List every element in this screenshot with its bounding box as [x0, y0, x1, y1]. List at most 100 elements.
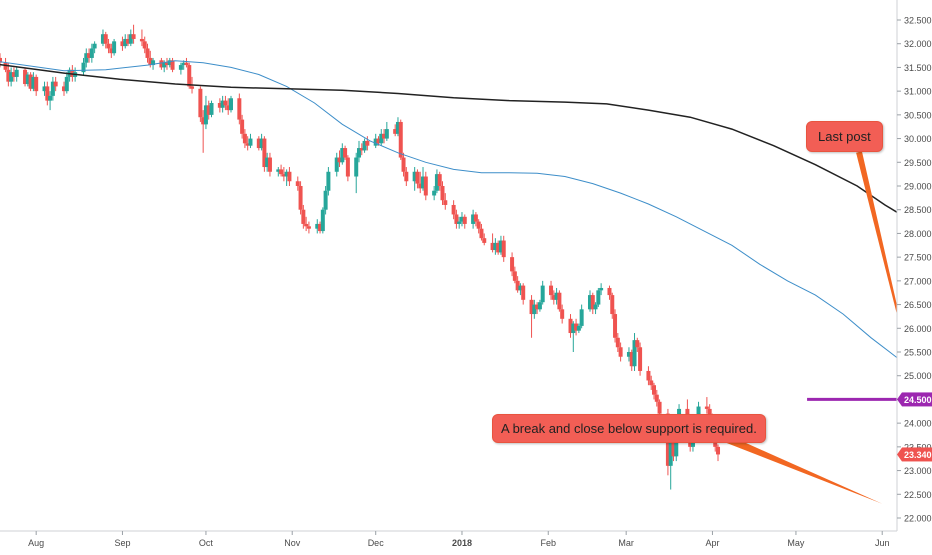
candle-body — [42, 86, 47, 92]
candle — [295, 176, 300, 191]
candle-body — [126, 38, 131, 44]
candle — [379, 129, 384, 146]
support-break-arrow — [723, 434, 883, 504]
candle — [50, 76, 55, 101]
candle-body — [262, 138, 267, 168]
candle — [64, 72, 69, 94]
candle-body — [654, 394, 659, 402]
candle-body — [284, 171, 289, 177]
candle-body — [11, 72, 16, 77]
candle-body — [568, 318, 573, 334]
candle — [587, 290, 592, 312]
candle — [170, 57, 175, 73]
candle — [262, 136, 267, 172]
y-tick-label: 27.500 — [904, 253, 932, 263]
y-tick-label: 28.500 — [904, 205, 932, 215]
y-tick-label: 30.500 — [904, 110, 932, 120]
candle-body — [587, 295, 592, 310]
candle — [301, 204, 306, 229]
y-tick-label: 32.500 — [904, 16, 932, 26]
price-tags: 24.500 23.340 — [897, 392, 932, 462]
x-tick-label: Jun — [875, 538, 890, 548]
candle-body — [646, 370, 651, 381]
candle — [373, 133, 378, 149]
candle — [142, 36, 147, 54]
candle-body — [81, 62, 86, 73]
candle-body — [457, 221, 462, 224]
y-tick-label: 32.000 — [904, 39, 932, 49]
candle — [610, 292, 615, 319]
candle-body — [632, 340, 637, 367]
candle — [164, 57, 169, 70]
candle-body — [532, 304, 537, 315]
candle-body — [184, 62, 189, 66]
candle — [457, 216, 462, 229]
candle — [42, 81, 47, 96]
candle — [654, 389, 659, 407]
candle-body — [404, 171, 409, 182]
price-tag-pointer — [897, 392, 902, 407]
candle-body — [382, 133, 387, 139]
candle-body — [9, 72, 14, 82]
candle — [496, 240, 501, 255]
candle-body — [6, 69, 11, 82]
candle-body — [223, 100, 228, 106]
candle — [23, 67, 28, 87]
candle — [629, 349, 634, 371]
candle-body — [373, 138, 378, 146]
candle-body — [304, 223, 309, 227]
candle — [334, 152, 339, 177]
y-tick-label: 31.500 — [904, 63, 932, 73]
candle-body — [557, 292, 562, 310]
candle-body — [415, 171, 420, 184]
candle — [159, 57, 164, 70]
candle-body — [279, 169, 284, 175]
candle-body — [167, 60, 172, 66]
candle-body — [418, 183, 423, 189]
candle — [31, 72, 36, 92]
candle-body — [148, 57, 153, 66]
candle-body — [423, 176, 428, 196]
candle — [568, 314, 573, 338]
candle — [615, 333, 620, 352]
candle — [178, 62, 183, 75]
candle — [432, 186, 437, 201]
candle — [6, 62, 11, 87]
candle — [437, 171, 442, 191]
candle-body — [242, 133, 247, 144]
candle — [404, 167, 409, 186]
candle-body — [334, 157, 339, 172]
candle-body — [23, 69, 28, 85]
candle-body — [0, 57, 2, 63]
candle-body — [596, 290, 601, 305]
candle — [532, 299, 537, 319]
candle — [128, 29, 133, 47]
candle — [354, 152, 359, 194]
candle-body — [629, 352, 634, 367]
x-tick-label: 2018 — [452, 538, 472, 548]
y-tick-label: 26.000 — [904, 324, 932, 334]
candle — [223, 95, 228, 111]
candle-body — [537, 302, 542, 310]
y-tick-label: 29.500 — [904, 158, 932, 168]
candle-body — [354, 157, 359, 177]
candle-body — [652, 385, 657, 395]
candle — [53, 76, 58, 92]
candle — [599, 283, 604, 296]
candle-body — [190, 86, 195, 89]
candle-body — [607, 287, 612, 296]
candle — [440, 181, 445, 205]
candle-body — [34, 76, 39, 92]
candle — [209, 100, 214, 118]
candle — [318, 221, 323, 234]
candle-body — [384, 129, 389, 139]
candle — [267, 152, 272, 177]
candle-body — [187, 65, 192, 87]
candle — [340, 143, 345, 165]
candle-body — [451, 204, 456, 215]
candle — [393, 124, 398, 137]
candle — [298, 181, 303, 215]
candle — [359, 143, 364, 156]
